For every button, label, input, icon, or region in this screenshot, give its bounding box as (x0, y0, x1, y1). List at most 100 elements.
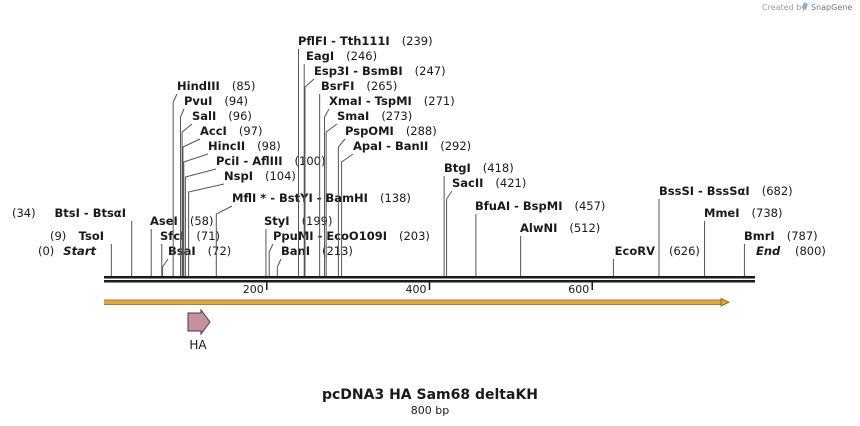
site-line-hindiii (172, 93, 178, 276)
site-pos-acci: (97) (239, 124, 263, 138)
site-line-pvui (179, 108, 185, 276)
site-name-bsrfi: BsrFI (321, 79, 354, 93)
ruler-tick-label-600: 600 (568, 283, 589, 296)
site-name-hincii: HincII (208, 139, 245, 153)
site-sali[interactable]: SalI (96) (181, 109, 252, 276)
site-pvui[interactable]: PvuI (94) (179, 94, 248, 276)
site-bmri[interactable]: BmrI (787) (743, 229, 818, 276)
site-bsrfi[interactable]: BsrFI (265) (319, 79, 398, 276)
site-line-xmai (324, 108, 330, 276)
site-bsssi[interactable]: BssSI - BssSαI (682) (658, 184, 793, 276)
ruler-tick-label-200: 200 (243, 283, 264, 296)
site-name-mfli: MflI * - BstYI - BamHI (232, 191, 368, 205)
site-name-bfuai: BfuAI - BspMI (475, 199, 562, 213)
site-pos-esp3i: (247) (415, 64, 446, 78)
site-name-ecorv: EcoRV (615, 244, 655, 258)
site-line-pcii (184, 168, 217, 276)
site-asei[interactable]: AseI (58) (150, 214, 213, 276)
site-ecorv[interactable]: EcoRV (626) (612, 244, 700, 276)
site-pos-btgi: (418) (483, 161, 514, 175)
site-name-btsi: BtsI - BtsαI (55, 206, 126, 220)
site-pos-sfci: (71) (196, 229, 220, 243)
site-smai[interactable]: SmaI (273) (325, 109, 412, 276)
site-pflfi[interactable]: PflFI - Tth111I (239) (297, 34, 433, 276)
ruler-ticks: 200 400 600 (243, 282, 593, 296)
site-pos-apai: (292) (440, 139, 471, 153)
site-start[interactable]: Start (0) (38, 244, 96, 258)
site-mfli[interactable]: MflI * - BstYI - BamHI (138) (215, 191, 411, 276)
site-mmei[interactable]: MmeI (738) (704, 206, 782, 276)
site-name-sacii: SacII (452, 176, 483, 190)
site-pos-bfuai: (457) (574, 199, 605, 213)
site-hincii[interactable]: HincII (98) (183, 139, 281, 276)
site-sacii[interactable]: SacII (421) (446, 176, 527, 276)
site-pos-psp: (288) (406, 124, 437, 138)
site-pos-alwni: (512) (569, 221, 600, 235)
site-bfuai[interactable]: BfuAI - BspMI (457) (475, 199, 605, 276)
site-line-mfli (215, 205, 233, 276)
map-length: 800 bp (411, 404, 449, 417)
site-name-xmai: XmaI - TspMI (329, 94, 412, 108)
site-bani[interactable]: BanI (213) (276, 244, 353, 276)
site-pos-hindiii: (85) (232, 79, 256, 93)
site-name-nspi: NspI (224, 169, 253, 183)
feature-ha[interactable]: HA (187, 308, 211, 352)
site-acci[interactable]: AccI (97) (182, 124, 263, 276)
feature-ha-label: HA (189, 338, 207, 352)
site-line-bani (276, 258, 282, 276)
site-line-psp (337, 138, 346, 276)
ruler-tick-label-400: 400 (406, 283, 427, 296)
site-name-sali: SalI (192, 109, 216, 123)
site-pos-xmai: (271) (424, 94, 455, 108)
site-name-start: Start (63, 244, 96, 258)
site-name-tsoi: TsoI (79, 229, 104, 243)
site-pos-smai: (273) (381, 109, 412, 123)
site-btgi[interactable]: BtgI (418) (443, 161, 514, 276)
site-xmai[interactable]: XmaI - TspMI (271) (324, 94, 455, 276)
site-name-pflfi: PflFI - Tth111I (298, 34, 390, 48)
site-name-ppumi: PpuMI - EcoO109I (273, 229, 387, 243)
site-pos-eagi: (246) (346, 49, 377, 63)
site-pos-bsssi: (682) (762, 184, 793, 198)
site-line-esp3i (304, 78, 315, 276)
site-pos-nspi: (104) (265, 169, 296, 183)
site-name-pvui: PvuI (184, 94, 212, 108)
site-nspi[interactable]: NspI (104) (188, 169, 296, 276)
site-tsoi[interactable]: TsoI (9) (50, 229, 112, 276)
site-pos-ecorv: (626) (669, 244, 700, 258)
site-line-hincii (183, 153, 209, 276)
site-name-btgi: BtgI (444, 161, 471, 175)
site-pos-styi: (199) (302, 214, 333, 228)
sequence-backbone (104, 276, 755, 283)
map-title: pcDNA3 HA Sam68 deltaKH (322, 387, 538, 403)
site-name-acci: AccI (200, 124, 227, 138)
site-name-bsssi: BssSI - BssSαI (659, 184, 750, 198)
site-btsi[interactable]: BtsI - BtsαI (34) (12, 206, 133, 276)
site-name-apai: ApaI - BanII (353, 139, 428, 153)
site-line-bsai (162, 258, 169, 276)
site-name-smai: SmaI (337, 109, 369, 123)
site-name-eagi: EagI (306, 49, 334, 63)
site-name-bani: BanI (281, 244, 310, 258)
site-eagi[interactable]: EagI (246) (303, 49, 377, 276)
site-apai[interactable]: ApaI - BanII (292) (341, 139, 472, 276)
site-sfci[interactable]: SfcI (71) (160, 229, 220, 276)
site-name-psp: PspOMI (345, 124, 394, 138)
site-hindiii[interactable]: HindIII (85) (172, 79, 256, 276)
site-pos-pvui: (94) (224, 94, 248, 108)
site-pos-sacii: (421) (495, 176, 526, 190)
site-psp[interactable]: PspOMI (288) (337, 124, 437, 276)
restriction-sites: Start(0)TsoI(9)BtsI - BtsαI(34)AseI (58)S… (12, 34, 826, 276)
site-pcii[interactable]: PciI - AflIII (100) (184, 154, 325, 276)
site-line-smai (325, 123, 338, 276)
site-pos-bsai: (72) (208, 244, 232, 258)
site-ppumi[interactable]: PpuMI - EcoO109I (203) (268, 229, 430, 276)
site-alwni[interactable]: AlwNI (512) (520, 221, 600, 276)
site-esp3i[interactable]: Esp3I - BsmBI (247) (304, 64, 446, 276)
site-line-ppumi (268, 243, 274, 276)
site-line-apai (341, 153, 354, 276)
site-end[interactable]: End (800) (756, 244, 826, 258)
orf-arrow[interactable] (104, 297, 730, 307)
site-pos-end: (800) (795, 244, 826, 258)
